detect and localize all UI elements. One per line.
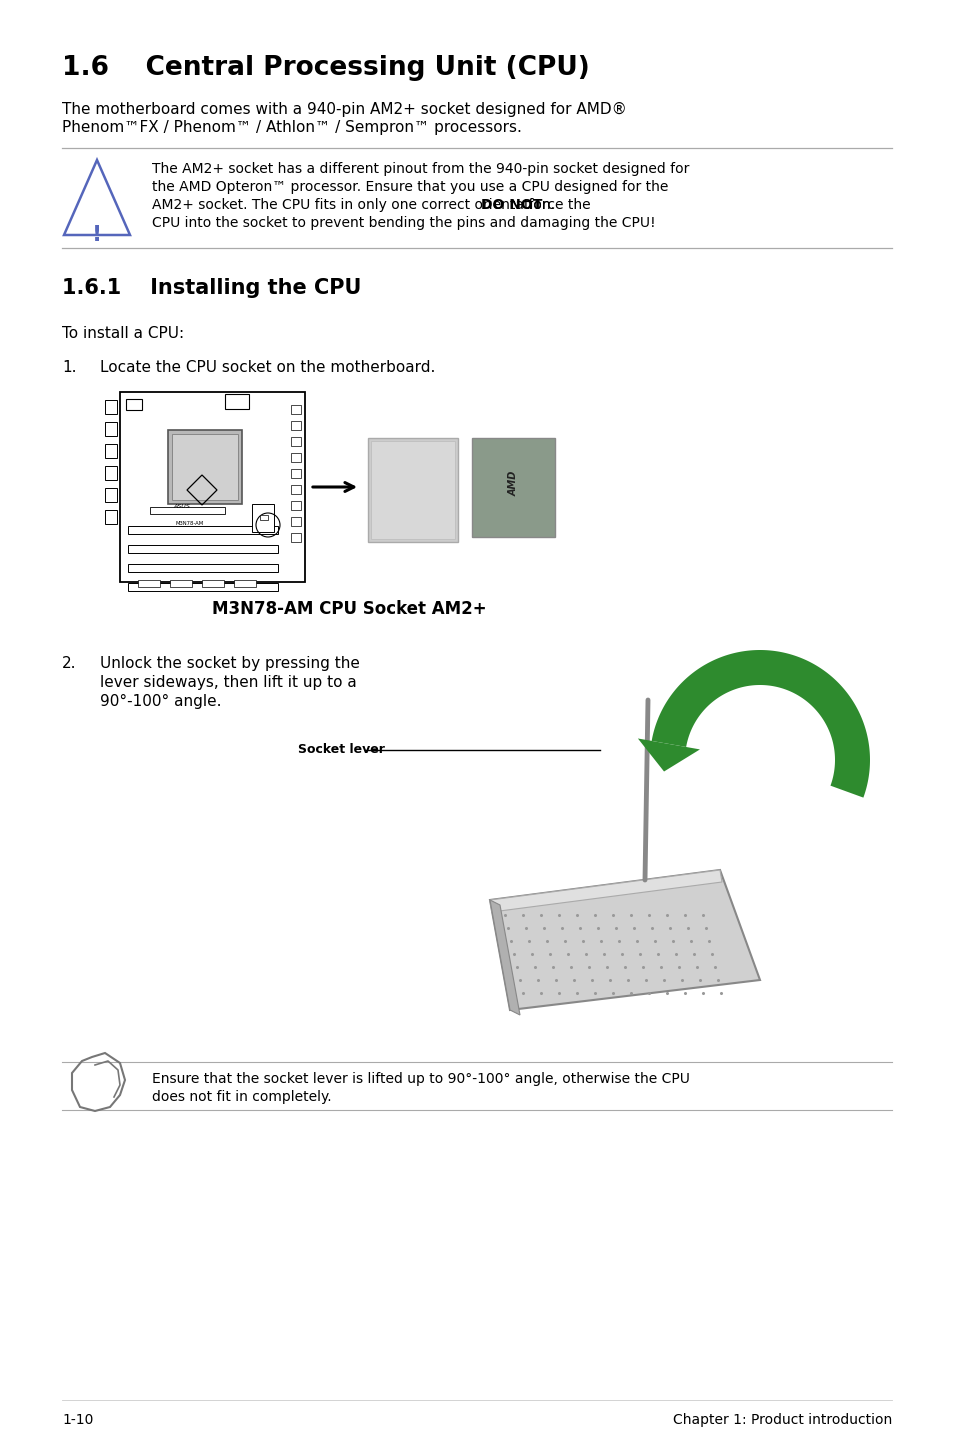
Bar: [128, 545, 277, 554]
Bar: [291, 518, 301, 526]
Text: !: !: [91, 224, 102, 244]
Bar: [105, 400, 117, 414]
Text: does not fit in completely.: does not fit in completely.: [152, 1090, 332, 1104]
Bar: [138, 580, 160, 587]
Polygon shape: [638, 739, 700, 772]
Text: AMD: AMD: [508, 470, 518, 496]
Text: 1-10: 1-10: [62, 1414, 93, 1426]
Bar: [291, 469, 301, 477]
Polygon shape: [651, 650, 869, 798]
Bar: [225, 394, 249, 408]
Bar: [252, 503, 274, 532]
Bar: [105, 444, 117, 457]
Bar: [105, 487, 117, 502]
Bar: [291, 421, 301, 430]
Text: DO NOT: DO NOT: [480, 198, 542, 211]
Bar: [105, 510, 117, 523]
Bar: [260, 515, 268, 521]
Text: Chapter 1: Product introduction: Chapter 1: Product introduction: [672, 1414, 891, 1426]
Bar: [105, 421, 117, 436]
Bar: [291, 437, 301, 446]
Bar: [126, 398, 142, 410]
Polygon shape: [490, 900, 519, 1015]
Bar: [233, 580, 255, 587]
Text: M3N78-AM: M3N78-AM: [175, 521, 204, 526]
Text: The AM2+ socket has a different pinout from the 940-pin socket designed for: The AM2+ socket has a different pinout f…: [152, 162, 689, 175]
Bar: [291, 406, 301, 414]
Text: Locate the CPU socket on the motherboard.: Locate the CPU socket on the motherboard…: [100, 360, 435, 375]
Bar: [291, 500, 301, 510]
Bar: [105, 466, 117, 480]
Text: force the: force the: [524, 198, 591, 211]
Text: Socket lever: Socket lever: [297, 743, 384, 756]
Bar: [128, 582, 277, 591]
Text: the AMD Opteron™ processor. Ensure that you use a CPU designed for the: the AMD Opteron™ processor. Ensure that …: [152, 180, 668, 194]
Bar: [371, 441, 455, 539]
Text: 1.: 1.: [62, 360, 76, 375]
Bar: [120, 393, 305, 582]
Text: Unlock the socket by pressing the: Unlock the socket by pressing the: [100, 656, 359, 672]
Text: 1.6    Central Processing Unit (CPU): 1.6 Central Processing Unit (CPU): [62, 55, 589, 81]
Text: Ensure that the socket lever is lifted up to 90°-100° angle, otherwise the CPU: Ensure that the socket lever is lifted u…: [152, 1071, 689, 1086]
Bar: [202, 580, 224, 587]
Text: AM2+ socket. The CPU fits in only one correct orientation.: AM2+ socket. The CPU fits in only one co…: [152, 198, 558, 211]
Bar: [172, 434, 237, 500]
Text: 1.6.1    Installing the CPU: 1.6.1 Installing the CPU: [62, 278, 361, 298]
Text: 90°-100° angle.: 90°-100° angle.: [100, 695, 221, 709]
Bar: [168, 430, 242, 503]
Polygon shape: [490, 870, 760, 1009]
Text: 2.: 2.: [62, 656, 76, 672]
Bar: [291, 533, 301, 542]
Bar: [368, 439, 457, 542]
Bar: [291, 485, 301, 495]
Polygon shape: [490, 870, 721, 912]
Text: Phenom™FX / Phenom™ / Athlon™ / Sempron™ processors.: Phenom™FX / Phenom™ / Athlon™ / Sempron™…: [62, 119, 521, 135]
Text: CPU into the socket to prevent bending the pins and damaging the CPU!: CPU into the socket to prevent bending t…: [152, 216, 655, 230]
Text: M3N78-AM CPU Socket AM2+: M3N78-AM CPU Socket AM2+: [213, 600, 487, 618]
Text: lever sideways, then lift it up to a: lever sideways, then lift it up to a: [100, 674, 356, 690]
Bar: [128, 564, 277, 572]
Bar: [170, 580, 192, 587]
Text: The motherboard comes with a 940-pin AM2+ socket designed for AMD®: The motherboard comes with a 940-pin AM2…: [62, 102, 626, 116]
Text: To install a CPU:: To install a CPU:: [62, 326, 184, 341]
Bar: [472, 439, 555, 536]
Bar: [150, 508, 225, 513]
Bar: [128, 526, 277, 533]
Text: ASUS: ASUS: [173, 503, 191, 509]
Bar: [291, 453, 301, 462]
